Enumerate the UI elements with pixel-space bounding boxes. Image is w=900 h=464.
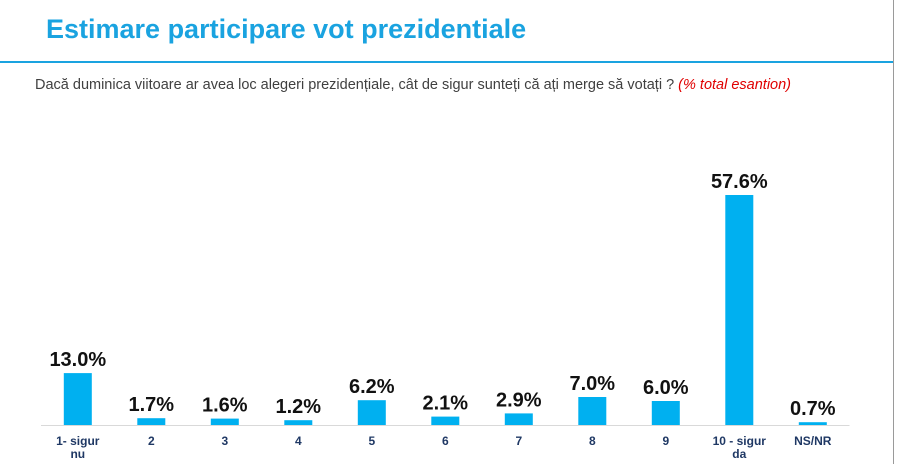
data-label-8: 7.0% — [570, 373, 616, 395]
category-label-7: 7 — [515, 434, 522, 448]
category-label-5: 5 — [368, 434, 375, 448]
category-label-8: 8 — [589, 434, 596, 448]
bar-7 — [504, 413, 533, 425]
sample-note: (% total esantion) — [678, 77, 792, 93]
slide-title: Estimare participare vot prezidentiale — [46, 14, 527, 44]
bar-3 — [210, 418, 239, 425]
bar-1 — [63, 373, 92, 425]
bar-5 — [357, 400, 386, 425]
data-label-3: 1.6% — [202, 395, 248, 417]
bar-6 — [431, 416, 460, 425]
question-text: Dacă duminica viitoare ar avea loc alege… — [35, 77, 675, 93]
bar-11 — [798, 422, 827, 425]
data-label-7: 2.9% — [496, 389, 542, 411]
data-label-2: 1.7% — [129, 394, 175, 416]
data-label-11: 0.7% — [790, 398, 836, 420]
category-label-11: NS/NR — [794, 434, 832, 448]
data-label-5: 6.2% — [349, 376, 395, 398]
bar-9 — [651, 401, 680, 425]
category-label-2: 2 — [148, 434, 155, 448]
title-divider — [0, 61, 893, 63]
data-label-1: 13.0% — [49, 349, 106, 371]
bar-10 — [725, 195, 754, 425]
bar-4 — [284, 420, 313, 425]
data-label-4: 1.2% — [276, 396, 322, 418]
category-label-6: 6 — [442, 434, 449, 448]
category-label-3: 3 — [221, 434, 228, 448]
category-label-1: 1- sigur nu — [56, 434, 100, 461]
bar-2 — [137, 418, 166, 425]
category-label-4: 4 — [295, 434, 302, 448]
category-label-10: 10 - sigur da — [713, 434, 767, 461]
survey-question: Dacă duminica viitoare ar avea loc alege… — [35, 70, 875, 101]
bar-8 — [578, 397, 607, 425]
data-label-10: 57.6% — [711, 171, 768, 193]
category-label-9: 9 — [662, 434, 669, 448]
slide-edge-divider — [893, 0, 894, 464]
data-label-9: 6.0% — [643, 377, 689, 399]
data-label-6: 2.1% — [423, 393, 469, 415]
